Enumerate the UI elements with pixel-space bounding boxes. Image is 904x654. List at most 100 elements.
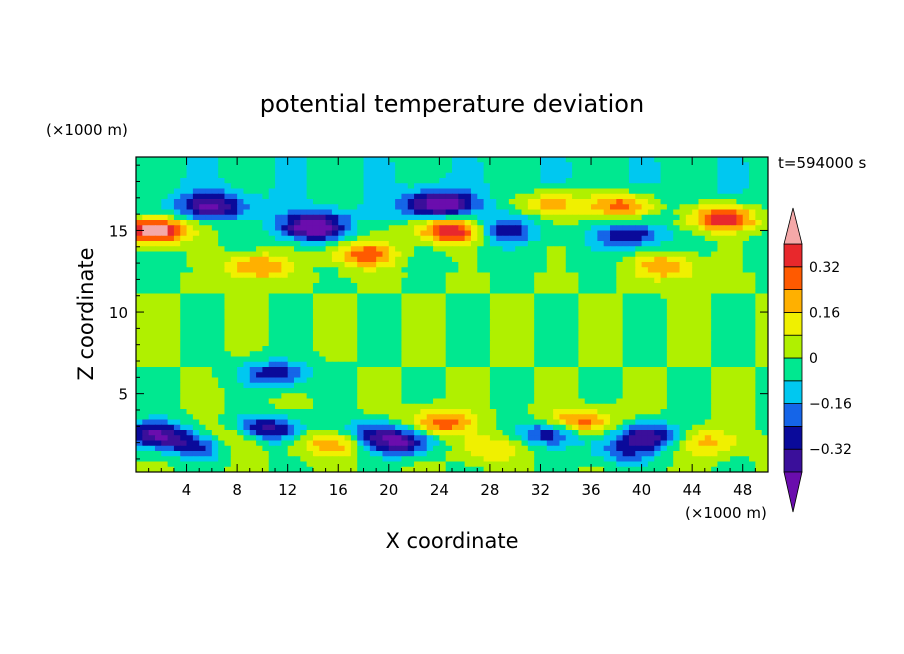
field-cell: [616, 193, 624, 200]
field-cell: [148, 241, 156, 247]
field-cell: [218, 256, 226, 263]
field-cell: [603, 372, 611, 379]
field-cell: [300, 267, 308, 274]
field-cell: [199, 267, 207, 274]
field-cell: [464, 183, 472, 190]
field-cell: [647, 157, 655, 163]
field-cell: [192, 398, 200, 405]
field-cell: [635, 403, 643, 410]
field-cell: [325, 220, 333, 226]
field-cell: [256, 272, 263, 279]
field-cell: [717, 351, 725, 358]
field-cell: [666, 367, 674, 373]
field-cell: [230, 293, 238, 300]
field-cell: [527, 267, 535, 274]
field-cell: [420, 356, 428, 363]
field-cell: [578, 304, 586, 310]
field-cell: [565, 172, 573, 179]
field-cell: [237, 309, 245, 316]
field-cell: [161, 277, 169, 284]
field-cell: [647, 209, 655, 216]
field-cell: [407, 214, 415, 221]
field-cell: [376, 377, 384, 384]
field-cell: [331, 340, 339, 347]
field-cell: [161, 319, 169, 326]
field-cell: [407, 272, 415, 279]
field-cell: [363, 288, 371, 295]
field-cell: [673, 340, 681, 347]
field-cell: [237, 382, 245, 389]
field-cell: [180, 351, 188, 358]
field-cell: [350, 288, 358, 295]
field-cell: [603, 325, 611, 331]
field-cell: [426, 351, 434, 358]
field-cell: [161, 351, 169, 358]
field-cell: [395, 167, 403, 174]
field-cell: [553, 298, 561, 305]
field-cell: [597, 346, 605, 352]
field-cell: [268, 193, 276, 200]
field-cell: [521, 356, 529, 363]
field-cell: [761, 178, 768, 184]
field-cell: [572, 298, 579, 305]
field-cell: [331, 288, 339, 295]
field-cell: [230, 403, 238, 410]
field-cell: [167, 398, 175, 405]
field-cell: [230, 361, 238, 368]
field-cell: [154, 241, 162, 247]
field-cell: [199, 288, 207, 295]
field-cell: [496, 293, 504, 300]
field-cell: [496, 241, 504, 247]
field-cell: [243, 188, 251, 195]
field-cell: [673, 298, 681, 305]
field-cell: [439, 304, 447, 310]
field-cell: [540, 256, 548, 263]
field-cell: [622, 193, 630, 200]
field-cell: [628, 325, 636, 331]
field-cell: [711, 283, 719, 289]
field-cell: [382, 325, 390, 331]
field-cell: [167, 209, 175, 216]
field-cell: [401, 309, 409, 316]
field-cell: [420, 393, 428, 400]
field-cell: [591, 398, 598, 405]
field-cell: [540, 367, 548, 373]
field-cell: [521, 209, 529, 216]
field-cell: [742, 183, 750, 190]
field-cell: [628, 309, 636, 316]
field-cell: [540, 246, 548, 253]
field-cell: [761, 183, 768, 190]
field-cell: [401, 241, 409, 247]
field-cell: [211, 188, 219, 195]
field-cell: [534, 235, 542, 242]
field-cell: [268, 372, 276, 379]
field-cell: [489, 330, 497, 337]
field-cell: [755, 288, 763, 295]
field-cell: [508, 235, 516, 242]
field-cell: [167, 267, 175, 274]
field-cell: [711, 372, 719, 379]
field-cell: [578, 262, 586, 268]
field-cell: [445, 414, 453, 421]
field-cell: [755, 335, 763, 342]
field-cell: [654, 330, 662, 337]
field-cell: [344, 409, 352, 415]
field-cell: [199, 277, 207, 284]
field-cell: [597, 225, 605, 232]
field-cell: [622, 288, 630, 295]
field-cell: [761, 298, 768, 305]
field-cell: [502, 256, 510, 263]
field-cell: [275, 309, 282, 316]
field-cell: [281, 298, 289, 305]
field-cell: [723, 283, 731, 289]
field-cell: [205, 393, 213, 400]
field-cell: [350, 157, 358, 163]
field-cell: [262, 241, 270, 247]
field-cell: [730, 214, 737, 221]
field-cell: [622, 167, 630, 174]
field-cell: [546, 398, 554, 405]
field-cell: [230, 382, 238, 389]
field-cell: [294, 409, 301, 415]
field-cell: [597, 157, 605, 163]
field-cell: [376, 204, 384, 211]
